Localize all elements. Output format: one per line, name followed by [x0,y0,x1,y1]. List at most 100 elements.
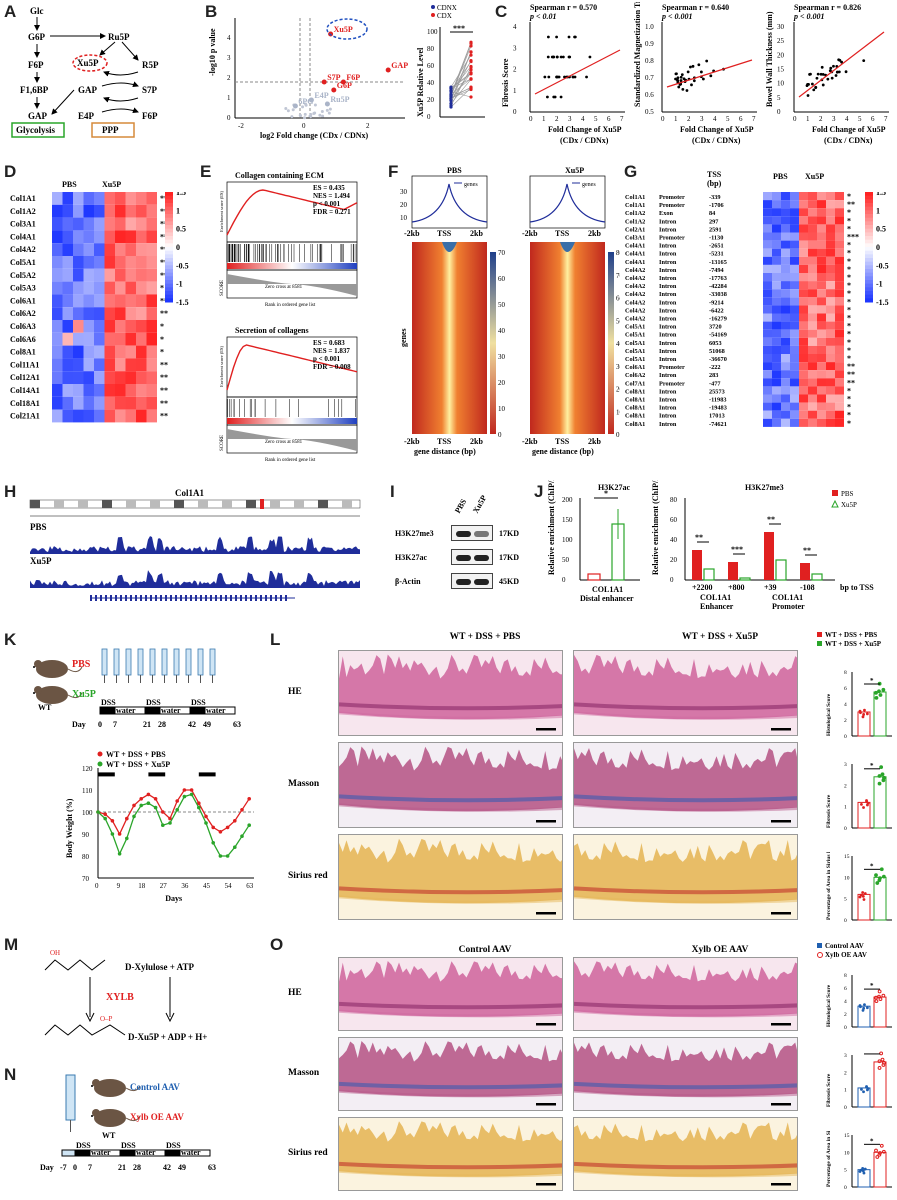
histo-row-label: Masson [288,779,320,789]
d-scale-cell [165,298,173,303]
gsea-es-curve [226,344,358,391]
h-exon [210,595,212,601]
g-heat-cell [808,410,817,419]
d-heat-cell [73,256,84,269]
d-scale-cell [165,199,173,204]
g-heat-cell [826,192,835,201]
d-gene-label: Col14A1 [10,386,40,395]
g-gene: Col1A2 [625,218,645,225]
g-scale-cell [865,199,873,204]
d-heat-cell [125,217,136,231]
g-sig: * [847,305,851,314]
g-heat-cell [781,305,790,314]
h-exon [175,595,177,601]
g-heat-cell [781,273,790,282]
gsea-xlabel: Rank in ordered gene list [265,458,316,463]
k-xu5p-point [139,803,143,808]
g-heat-cell [835,305,844,314]
h-exon [115,595,117,601]
g-heat-cell [808,200,817,209]
lane-pbs: PBS [453,497,469,515]
d-heat-cell [62,243,73,256]
histo-bar-1 [857,1005,871,1028]
g-heat-cell [772,329,781,338]
corr-point [676,76,680,80]
g-tss: 283 [709,372,718,379]
histo-bar-dot [862,1171,866,1175]
n-day: -7 [60,1163,67,1172]
g-scale-label: 1.5 [876,192,886,197]
node-r5p: R5P [142,60,159,70]
d-scale-label: -1.5 [176,298,189,307]
g-heat-cell [835,200,844,209]
g-gene: Col7A1 [625,380,645,387]
corr-xtick: 1 [542,115,546,123]
k-xtick: 9 [117,882,121,890]
f-scale-label: 80 [616,249,620,257]
g-heat-cell [817,264,826,273]
wb-band-xu5p [474,579,489,585]
gsea-stat: p < 0.001 [313,355,341,363]
h-track-label: Xu5P [30,556,52,566]
g-scale-label: 1 [876,206,880,215]
d-heat-cell [52,307,63,320]
d-heat-cell [83,384,94,397]
d-gene-label: Col6A1 [10,296,36,305]
g-heat-cell [781,418,790,427]
g-heat-cell [799,273,808,282]
g-heat-cell [781,394,790,403]
m-products: D-Xu5P + ADP + H+ [128,1032,207,1042]
g-heat-cell [817,410,826,419]
g-region: Intron [659,226,677,233]
g-heat-cell [790,240,799,249]
inset-pair-line [450,79,472,104]
corr-point [555,75,559,79]
k-dss-bar [148,772,166,777]
d-heat-cell [104,281,115,295]
d-heat-cell [146,358,157,372]
g-heat-cell [781,216,790,225]
n-timeline-label: DSS [166,1141,181,1150]
histo-bar-dot [866,1088,869,1092]
g-heat-cell [781,345,790,354]
histo-bar-dot [861,1166,865,1170]
corr-point [689,65,692,69]
d-heat-cell [125,243,136,256]
d-gene-label: Col5A3 [10,284,36,293]
k-xu5p-point [132,814,136,819]
g-heat-cell [799,370,808,379]
g-heat-cell [799,345,808,354]
g-region: Promoter [659,202,685,209]
d-heat-cell [125,268,136,282]
g-sig: * [847,386,851,395]
d-sig: * [160,284,164,293]
g-heat-cell [826,362,835,371]
g-heat-cell [763,200,772,209]
histo-bar-2 [873,1061,887,1108]
corr-fit-line [666,59,753,88]
k-pbs-point [225,825,230,830]
gsea-ylabel: Enrichment score (ES) [219,191,224,232]
g-heat-cell [799,402,808,411]
corr-point [705,59,709,63]
volcano-bg-point [303,116,307,120]
g-heat-cell [799,216,808,225]
g-heat-cell [799,418,808,427]
g-heat-cell [808,402,817,411]
histo-bar-1 [857,801,871,829]
volcano-xlabel: log2 Fold change (CDx / CDNx) [260,131,369,140]
histo-bar-ytick: 2 [844,718,847,724]
n-timeline-label: DSS [121,1141,136,1150]
g-tss: -36670 [709,356,727,363]
g-heat-cell [763,370,772,379]
g-heat-cell [781,297,790,306]
f-heatmap [530,242,605,434]
g-heat-cell [835,240,844,249]
histo-bar-dot [858,1170,862,1173]
d-heat-cell [83,192,94,205]
g-sig: * [847,354,851,363]
d-heat-cell [136,281,147,295]
d-sig: ** [160,412,168,421]
gsea-stat: FDR = 0.271 [313,208,351,216]
g-heat-cell [826,345,835,354]
